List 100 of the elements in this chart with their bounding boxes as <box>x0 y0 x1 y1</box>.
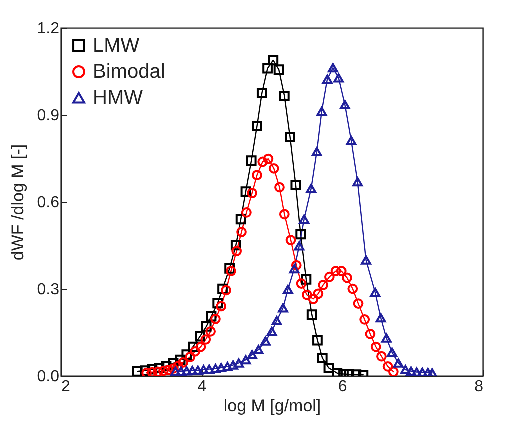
point <box>306 310 318 320</box>
point <box>210 314 221 324</box>
point <box>302 290 312 300</box>
point <box>427 368 438 376</box>
point <box>278 304 288 313</box>
point <box>313 288 324 300</box>
point <box>376 313 386 323</box>
point <box>247 188 258 198</box>
point <box>324 362 334 374</box>
point <box>185 352 196 362</box>
point <box>346 136 357 146</box>
point <box>370 288 381 298</box>
point <box>182 366 192 376</box>
point <box>279 209 290 220</box>
point <box>376 351 387 362</box>
point <box>381 334 392 343</box>
point <box>158 366 169 376</box>
point <box>200 334 212 345</box>
point <box>342 272 352 284</box>
point <box>234 358 244 368</box>
point <box>348 284 358 294</box>
point <box>266 327 278 336</box>
point <box>178 357 189 368</box>
point <box>204 364 215 374</box>
point <box>361 256 372 265</box>
point <box>221 285 232 296</box>
point <box>370 342 382 352</box>
point <box>230 240 242 251</box>
point <box>382 362 394 372</box>
y-axis-title: dWF /dlog M [-] <box>8 144 28 261</box>
point <box>260 336 271 346</box>
point <box>192 366 204 376</box>
point <box>201 322 212 332</box>
point <box>316 106 328 116</box>
point <box>253 345 264 355</box>
point <box>353 298 364 309</box>
point <box>222 362 233 372</box>
point <box>296 229 306 240</box>
point <box>268 55 279 66</box>
point <box>188 342 198 352</box>
x-tick-label: 4 <box>198 378 207 396</box>
x-axis-title: log M [g/mol] <box>224 396 322 416</box>
point <box>228 360 238 370</box>
point <box>274 64 284 75</box>
point <box>332 368 343 376</box>
point <box>290 180 302 190</box>
point <box>246 156 257 166</box>
point <box>294 241 305 251</box>
point <box>272 316 282 326</box>
point <box>317 353 328 364</box>
point <box>210 364 221 374</box>
point <box>212 298 224 309</box>
x-tick-label: 6 <box>338 378 348 396</box>
point <box>216 301 227 312</box>
point <box>187 366 198 376</box>
point <box>360 314 370 325</box>
point <box>258 156 268 168</box>
point <box>393 358 404 368</box>
point <box>268 163 280 174</box>
y-tick-label: 1.2 <box>37 20 60 38</box>
point <box>168 364 179 374</box>
point <box>318 280 329 290</box>
point <box>170 367 181 376</box>
point <box>406 366 416 376</box>
point <box>289 264 300 274</box>
point <box>285 132 296 143</box>
point <box>206 326 216 337</box>
point <box>334 74 344 83</box>
y-tick-label: 0.0 <box>37 368 60 386</box>
point <box>262 63 273 74</box>
point <box>190 346 201 357</box>
point <box>365 329 376 340</box>
legend-label: HMW <box>93 87 144 109</box>
point <box>216 363 227 373</box>
point <box>252 121 262 132</box>
point <box>263 154 274 164</box>
point <box>182 350 192 360</box>
point <box>286 235 296 246</box>
point <box>241 208 252 218</box>
point <box>301 274 312 285</box>
point <box>147 367 158 376</box>
point <box>299 214 310 224</box>
point <box>330 266 342 276</box>
point <box>324 272 335 282</box>
point <box>352 177 363 187</box>
point <box>312 335 323 346</box>
point <box>400 365 411 375</box>
point <box>282 284 294 294</box>
point <box>175 354 186 366</box>
point <box>308 294 319 304</box>
point <box>132 366 143 376</box>
y-tick-label: 0.6 <box>37 194 60 212</box>
point <box>387 348 398 358</box>
point <box>296 278 307 289</box>
point <box>236 214 246 225</box>
point <box>279 90 290 102</box>
point <box>274 182 285 193</box>
point <box>240 355 252 365</box>
point <box>195 331 206 342</box>
point <box>322 74 333 84</box>
